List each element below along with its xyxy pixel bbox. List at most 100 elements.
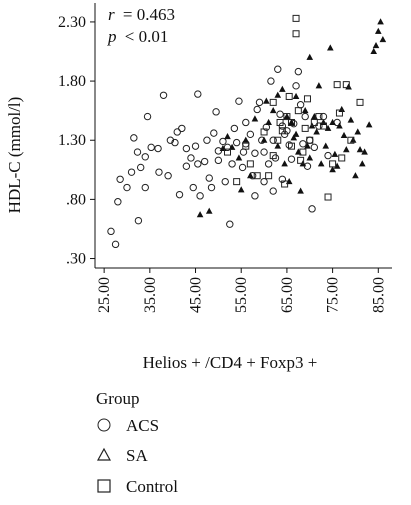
point-sa xyxy=(336,122,343,129)
point-acs xyxy=(238,163,247,172)
point-acs xyxy=(292,82,300,90)
point-acs xyxy=(253,105,261,114)
y-tick-label: .30 xyxy=(66,251,86,268)
point-acs xyxy=(191,142,200,150)
point-acs xyxy=(296,101,305,109)
point-acs xyxy=(287,155,296,163)
point-sa xyxy=(374,27,382,34)
point-sa xyxy=(269,107,277,114)
point-sa xyxy=(283,112,291,120)
point-control xyxy=(297,156,305,164)
legend-circle-marker xyxy=(97,418,111,432)
legend-square-marker xyxy=(97,479,111,493)
point-acs xyxy=(194,90,202,98)
point-control xyxy=(333,81,341,89)
point-control xyxy=(287,142,295,150)
point-sa xyxy=(322,142,330,149)
point-sa xyxy=(349,136,357,143)
y-axis-ticks: 2.30 1.80 1.30 .80 .30 xyxy=(58,14,95,268)
point-sa xyxy=(265,118,272,125)
point-acs xyxy=(246,130,255,139)
point-acs xyxy=(194,160,202,168)
point-sa xyxy=(313,128,320,135)
point-acs xyxy=(242,118,250,127)
point-sa xyxy=(297,187,304,194)
point-acs xyxy=(232,138,241,147)
point-acs xyxy=(182,144,191,153)
point-acs xyxy=(155,168,163,176)
point-acs xyxy=(164,172,172,180)
point-sa xyxy=(306,53,314,60)
point-acs xyxy=(319,112,328,121)
point-control xyxy=(283,113,291,121)
point-acs xyxy=(127,168,136,176)
point-control xyxy=(303,95,311,103)
point-acs xyxy=(141,183,149,192)
point-sa xyxy=(242,136,250,143)
x-tick-label: 35.00 xyxy=(142,277,159,313)
legend-triangle-marker xyxy=(96,447,112,461)
point-acs xyxy=(221,177,229,186)
point-sa xyxy=(251,115,259,122)
point-sa xyxy=(338,105,346,112)
point-sa xyxy=(304,142,311,149)
point-sa xyxy=(329,166,336,173)
p-value: < 0.01 xyxy=(125,27,169,46)
point-control xyxy=(242,142,250,150)
point-sa xyxy=(345,83,352,90)
point-acs xyxy=(271,154,280,162)
point-sa xyxy=(205,207,213,214)
point-acs xyxy=(219,137,227,146)
point-acs xyxy=(141,153,149,161)
point-control xyxy=(278,127,286,135)
r-symbol: r xyxy=(108,5,115,24)
point-sa xyxy=(365,121,373,128)
plot-area: 2.30 1.80 1.30 .80 .30 25.00 35.00 45.00 55.00 6… xyxy=(58,3,392,313)
point-acs xyxy=(230,124,239,133)
point-sa xyxy=(288,118,295,125)
point-acs xyxy=(276,110,284,118)
point-acs xyxy=(154,144,162,153)
point-sa xyxy=(306,154,314,161)
point-acs xyxy=(147,143,155,152)
point-acs xyxy=(308,205,316,213)
point-acs xyxy=(251,192,259,200)
point-acs xyxy=(255,98,264,107)
point-sa xyxy=(315,82,323,89)
point-acs xyxy=(130,134,138,142)
point-acs xyxy=(136,163,145,172)
point-control xyxy=(292,30,300,38)
point-acs xyxy=(182,162,191,170)
point-acs xyxy=(301,112,309,121)
point-control xyxy=(338,154,346,162)
point-control xyxy=(246,160,254,168)
point-acs xyxy=(171,138,179,147)
legend-label-acs: ACS xyxy=(126,416,159,435)
point-acs xyxy=(210,129,218,137)
point-acs xyxy=(269,136,277,144)
x-tick-label: 45.00 xyxy=(188,277,205,313)
point-acs xyxy=(251,149,259,157)
legend-label-control: Control xyxy=(126,477,178,496)
point-acs xyxy=(133,148,142,156)
point-control xyxy=(253,172,261,180)
point-acs xyxy=(173,128,181,136)
point-control xyxy=(329,160,337,168)
point-sa xyxy=(235,154,243,161)
point-control xyxy=(347,136,355,144)
point-control xyxy=(269,152,277,160)
p-value-annotation: p < 0.01 xyxy=(107,27,168,46)
point-sa xyxy=(347,116,355,123)
point-control xyxy=(287,118,295,126)
point-acs xyxy=(260,148,268,156)
point-sa xyxy=(260,136,268,143)
point-acs xyxy=(228,160,236,168)
point-sa xyxy=(292,130,300,137)
point-acs xyxy=(166,136,175,144)
point-acs xyxy=(310,143,319,152)
y-tick-label: 2.30 xyxy=(58,14,86,31)
point-acs xyxy=(205,174,213,182)
point-acs xyxy=(235,97,243,105)
y-tick-label: .80 xyxy=(66,191,86,208)
point-acs xyxy=(175,190,184,199)
